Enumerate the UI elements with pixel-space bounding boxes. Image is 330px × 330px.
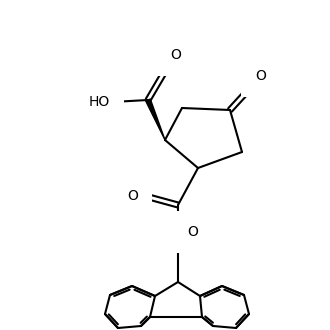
Text: O: O: [127, 189, 138, 203]
Text: O: O: [187, 225, 198, 239]
Text: O: O: [255, 69, 266, 83]
Text: O: O: [170, 48, 181, 62]
Polygon shape: [146, 99, 165, 140]
Text: HO: HO: [89, 95, 110, 109]
